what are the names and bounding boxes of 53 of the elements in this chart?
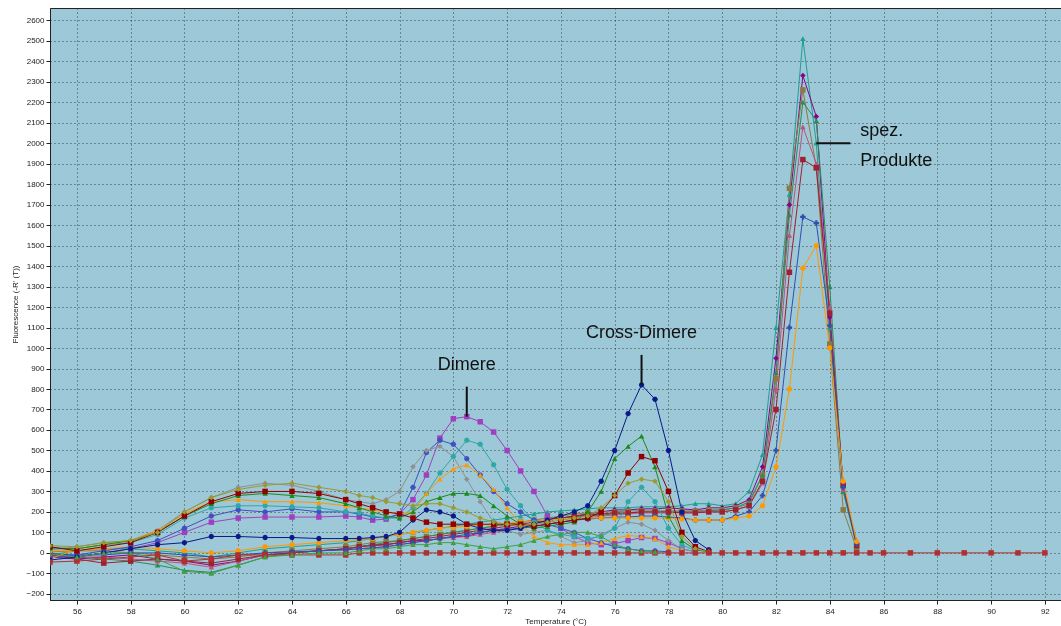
x-tick-label: 68 xyxy=(395,606,406,616)
annotation: spez. Produkte xyxy=(860,120,933,171)
x-tick-label: 82 xyxy=(772,606,782,616)
y-tick-label: −200 xyxy=(26,589,46,599)
y-tick-label: 100 xyxy=(31,527,46,537)
x-tick-label: 62 xyxy=(234,606,244,616)
annotation: Cross-Dimere xyxy=(586,321,698,342)
x-axis-title: Temperature (°C) xyxy=(525,616,588,626)
y-tick-label: 2600 xyxy=(26,15,46,25)
x-tick-label: 84 xyxy=(825,606,836,616)
x-tick-label: 66 xyxy=(341,606,352,616)
y-tick-label: −100 xyxy=(26,568,46,578)
x-tick-label: 70 xyxy=(449,606,459,616)
y-tick-label: 0 xyxy=(40,548,46,558)
y-tick-label: 2400 xyxy=(26,56,46,66)
x-tick-label: 76 xyxy=(610,606,621,616)
y-tick-label: 800 xyxy=(31,384,46,394)
y-tick-label: 1500 xyxy=(26,241,46,251)
y-tick-label: 2300 xyxy=(26,77,46,87)
y-tick-label: 1700 xyxy=(26,200,46,210)
y-tick-label: 400 xyxy=(31,466,46,476)
y-tick-label: 1600 xyxy=(26,220,46,230)
y-tick-label: 1000 xyxy=(26,343,46,353)
y-tick-label: 200 xyxy=(31,507,46,517)
y-tick-label: 2100 xyxy=(26,118,46,128)
y-tick-label: 1900 xyxy=(26,159,46,169)
y-tick-label: 1100 xyxy=(27,323,46,333)
x-tick-label: 64 xyxy=(288,606,298,616)
y-axis-title: Fluorescence (-R' (T)) xyxy=(11,265,21,344)
x-tick-label: 86 xyxy=(879,606,890,616)
x-tick-label: 88 xyxy=(933,606,943,616)
x-tick-label: 78 xyxy=(664,606,674,616)
y-tick-label: 900 xyxy=(31,364,46,374)
y-tick-label: 2000 xyxy=(26,138,46,148)
y-tick-label: 300 xyxy=(31,486,46,496)
y-tick-label: 2500 xyxy=(26,36,46,46)
y-tick-label: 600 xyxy=(31,425,46,435)
x-tick-label: 56 xyxy=(72,606,83,616)
x-tick-label: 90 xyxy=(987,606,997,616)
y-tick-label: 1200 xyxy=(26,302,46,312)
x-tick-label: 72 xyxy=(503,606,513,616)
x-tick-label: 58 xyxy=(126,606,137,616)
annotation: Dimere xyxy=(437,353,496,374)
y-tick-label: 1300 xyxy=(26,282,46,292)
y-tick-label: 500 xyxy=(31,445,46,455)
x-tick-label: 92 xyxy=(1040,606,1051,616)
y-tick-label: 1800 xyxy=(26,179,46,189)
x-tick-label: 74 xyxy=(556,606,567,616)
x-tick-label: 80 xyxy=(718,606,728,616)
y-tick-label: 700 xyxy=(31,404,46,414)
y-tick-label: 2200 xyxy=(26,97,46,107)
y-tick-label: 1400 xyxy=(26,261,46,271)
x-tick-label: 60 xyxy=(180,606,190,616)
